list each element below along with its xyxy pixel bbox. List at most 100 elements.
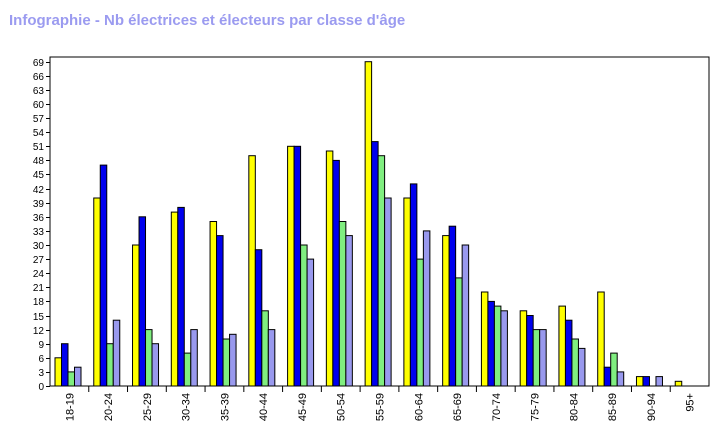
bar [338, 221, 347, 387]
x-tick-label: 65-69 [452, 393, 464, 421]
bar [558, 305, 566, 387]
bar [377, 155, 386, 387]
y-tick-label: 33 [33, 227, 45, 238]
y-tick-label: 15 [33, 312, 45, 323]
bar [325, 150, 334, 387]
bar [455, 277, 463, 387]
x-tick-label: 60-64 [413, 393, 425, 421]
bar [487, 300, 495, 387]
bar [132, 244, 140, 387]
bar [170, 211, 179, 387]
bar [480, 291, 489, 387]
y-tick-label: 18 [33, 297, 45, 308]
bar [293, 145, 302, 387]
y-tick-label: 69 [33, 58, 45, 69]
bar [526, 315, 534, 387]
bar [603, 366, 612, 387]
bar [519, 310, 528, 387]
bar [532, 329, 541, 387]
bar [145, 329, 153, 387]
bar [216, 235, 224, 387]
bar [138, 216, 147, 387]
bar [655, 376, 663, 387]
x-tick-label: 45-49 [297, 393, 309, 421]
y-tick-label: 39 [33, 199, 45, 210]
bar [674, 380, 683, 387]
bar [300, 244, 308, 387]
chart-title: Infographie - Nb électrices et électeurs… [9, 12, 406, 29]
y-tick-label: 42 [33, 185, 45, 196]
x-tick-label: 50-54 [336, 393, 348, 421]
y-tick-label: 24 [33, 269, 45, 280]
bar [287, 145, 295, 387]
bar [74, 366, 82, 387]
bar [616, 371, 625, 387]
bar [54, 357, 62, 387]
bar [61, 343, 69, 387]
y-tick-label: 36 [33, 213, 45, 224]
bar [190, 329, 198, 387]
bar [564, 319, 573, 387]
bar [493, 305, 502, 387]
bar [500, 310, 508, 387]
y-tick-label: 12 [33, 326, 45, 337]
x-tick-label: 90-94 [646, 393, 658, 421]
bar [67, 371, 75, 387]
bar [461, 244, 470, 387]
y-tick-label: 3 [38, 368, 44, 379]
y-tick-label: 63 [33, 86, 45, 97]
bar [306, 258, 315, 387]
y-tick-label: 45 [33, 170, 45, 181]
y-tick-label: 48 [33, 156, 45, 167]
bar [384, 197, 392, 387]
y-tick-label: 66 [33, 72, 45, 83]
bar [422, 230, 431, 387]
bar [261, 310, 269, 387]
bar [332, 159, 340, 387]
x-tick-label: 55-59 [375, 393, 387, 421]
bar [642, 376, 650, 387]
bar [267, 329, 276, 387]
y-tick-label: 57 [33, 114, 45, 125]
bar [610, 352, 618, 387]
x-tick-label: 85-89 [607, 393, 619, 421]
bar [99, 164, 108, 387]
bar [209, 221, 218, 387]
bar [539, 329, 547, 387]
bar [577, 347, 586, 387]
x-tick-label: 75-79 [530, 393, 542, 421]
bar [229, 333, 237, 387]
x-tick-label: 30-34 [181, 393, 193, 421]
bar [571, 338, 579, 387]
x-tick-label: 80-84 [568, 393, 580, 421]
bar [371, 141, 379, 387]
bar [635, 376, 644, 387]
bar [177, 206, 185, 387]
bar [448, 225, 457, 387]
bar [416, 258, 424, 387]
bar [93, 197, 101, 387]
bar [345, 235, 353, 387]
x-tick-label: 70-74 [491, 393, 503, 421]
bar [112, 319, 121, 387]
bar [409, 183, 418, 387]
y-tick-label: 30 [33, 241, 45, 252]
x-tick-label: 95+ [685, 393, 697, 412]
bar [183, 352, 192, 387]
bar [254, 249, 263, 387]
y-tick-label: 0 [38, 382, 44, 393]
bar [597, 291, 605, 387]
y-tick-label: 60 [33, 100, 45, 111]
bar [403, 197, 411, 387]
bar [106, 343, 114, 387]
x-tick-label: 40-44 [258, 393, 270, 421]
bar [151, 343, 160, 387]
bar [442, 235, 450, 387]
bar [222, 338, 231, 387]
y-tick-label: 21 [33, 283, 45, 294]
x-tick-label: 18-19 [64, 393, 76, 421]
y-tick-label: 6 [38, 354, 44, 365]
bar [364, 61, 373, 387]
x-tick-label: 25-29 [142, 393, 154, 421]
